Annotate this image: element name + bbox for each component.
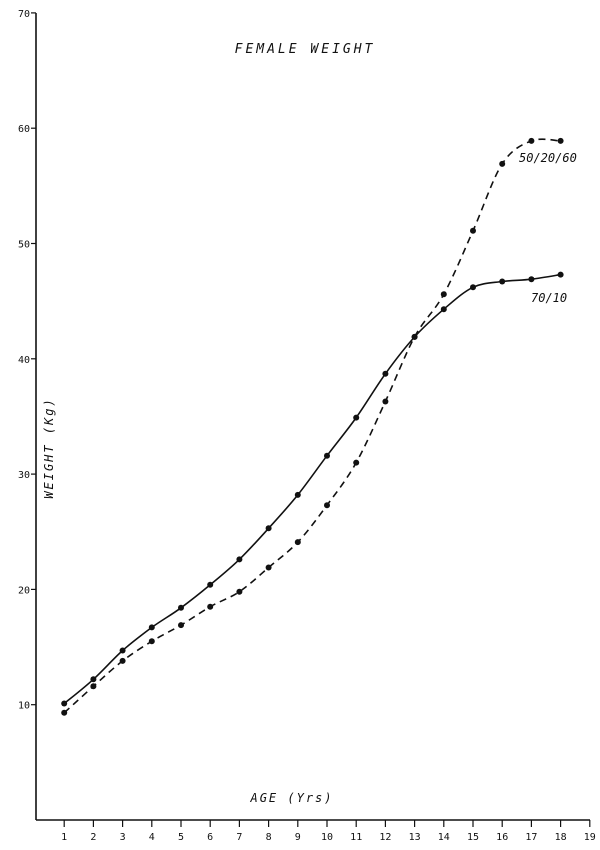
point-s1-x16 bbox=[499, 160, 506, 167]
point-s0-x12 bbox=[382, 370, 389, 377]
point-s0-x14 bbox=[440, 306, 447, 313]
x-tick-label-10: 10 bbox=[321, 832, 333, 843]
point-s0-x3 bbox=[119, 647, 126, 654]
x-tick-label-12: 12 bbox=[379, 832, 391, 843]
y-tick-label-30: 30 bbox=[18, 470, 30, 481]
y-tick-label-50: 50 bbox=[18, 240, 30, 251]
point-s1-x14 bbox=[440, 291, 447, 298]
point-s1-x6 bbox=[207, 603, 214, 610]
point-s1-x2 bbox=[90, 683, 97, 690]
point-s1-x12 bbox=[382, 398, 389, 405]
point-s1-x1 bbox=[61, 709, 68, 716]
point-s1-x18 bbox=[557, 137, 564, 144]
point-s0-x5 bbox=[178, 604, 184, 611]
point-s0-x9 bbox=[294, 491, 301, 498]
point-s0-x2 bbox=[90, 676, 97, 683]
point-s0-x11 bbox=[353, 414, 360, 421]
point-s1-x9 bbox=[294, 539, 301, 546]
point-s1-x17 bbox=[528, 137, 535, 144]
point-s0-x4 bbox=[148, 624, 155, 631]
point-s0-x18 bbox=[557, 271, 564, 278]
x-tick-label-3: 3 bbox=[120, 832, 126, 843]
point-s0-x15 bbox=[470, 284, 476, 291]
x-tick-label-6: 6 bbox=[207, 832, 213, 843]
x-tick-label-15: 15 bbox=[467, 832, 479, 843]
point-s1-x15 bbox=[470, 227, 476, 234]
point-s0-x8 bbox=[265, 525, 272, 532]
y-tick-label-40: 40 bbox=[18, 355, 30, 366]
point-s0-x6 bbox=[207, 581, 214, 588]
ticks: 1 2 3 4 5 6 7 8 9 10 11 12 13 14 15 16 17 18 1910203040506… bbox=[18, 9, 596, 843]
series-line-1 bbox=[63, 138, 561, 714]
x-tick-label-2: 2 bbox=[90, 832, 96, 843]
point-s1-x7 bbox=[236, 588, 243, 595]
x-tick-label-19: 19 bbox=[584, 832, 596, 843]
x-tick-label-14: 14 bbox=[438, 832, 450, 843]
y-tick-label-20: 20 bbox=[18, 585, 30, 596]
x-tick-label-9: 9 bbox=[295, 832, 301, 843]
y-tick-label-60: 60 bbox=[18, 124, 30, 135]
y-tick-label-10: 10 bbox=[18, 701, 30, 712]
chart-title: FEMALE WEIGHT bbox=[235, 42, 376, 57]
x-tick-label-17: 17 bbox=[525, 832, 537, 843]
series-0 bbox=[61, 271, 564, 707]
point-s0-x17 bbox=[528, 276, 535, 283]
y-axis-label: WEIGHT (Kg) bbox=[42, 397, 56, 498]
series-line-0 bbox=[63, 273, 561, 705]
x-tick-label-4: 4 bbox=[149, 832, 155, 843]
axes bbox=[35, 13, 590, 821]
x-axis-label: AGE (Yrs) bbox=[249, 791, 333, 805]
point-s1-x5 bbox=[178, 622, 184, 629]
x-tick-label-7: 7 bbox=[236, 832, 242, 843]
point-s1-x3 bbox=[119, 657, 126, 664]
x-tick-label-16: 16 bbox=[496, 832, 508, 843]
point-s0-x1 bbox=[61, 700, 68, 707]
point-s1-x8 bbox=[265, 564, 272, 571]
x-tick-label-11: 11 bbox=[350, 832, 362, 843]
y-tick-label-70: 70 bbox=[18, 9, 30, 20]
series-label-70-10: 70/10 bbox=[531, 291, 567, 305]
series-1 bbox=[61, 137, 564, 716]
point-s1-x4 bbox=[148, 638, 155, 645]
x-tick-label-18: 18 bbox=[555, 832, 567, 843]
point-s1-x10 bbox=[324, 502, 330, 509]
point-s1-x13 bbox=[411, 333, 418, 340]
point-s1-x11 bbox=[353, 459, 360, 466]
x-tick-label-5: 5 bbox=[178, 832, 184, 843]
point-s0-x10 bbox=[324, 452, 330, 459]
point-s0-x7 bbox=[236, 556, 243, 563]
x-tick-label-13: 13 bbox=[409, 832, 421, 843]
x-tick-label-8: 8 bbox=[266, 832, 272, 843]
series-label-50-20-60: 50/20/60 bbox=[519, 151, 577, 165]
series-layer bbox=[61, 137, 564, 716]
point-s0-x16 bbox=[499, 278, 506, 285]
x-tick-label-1: 1 bbox=[61, 832, 67, 843]
